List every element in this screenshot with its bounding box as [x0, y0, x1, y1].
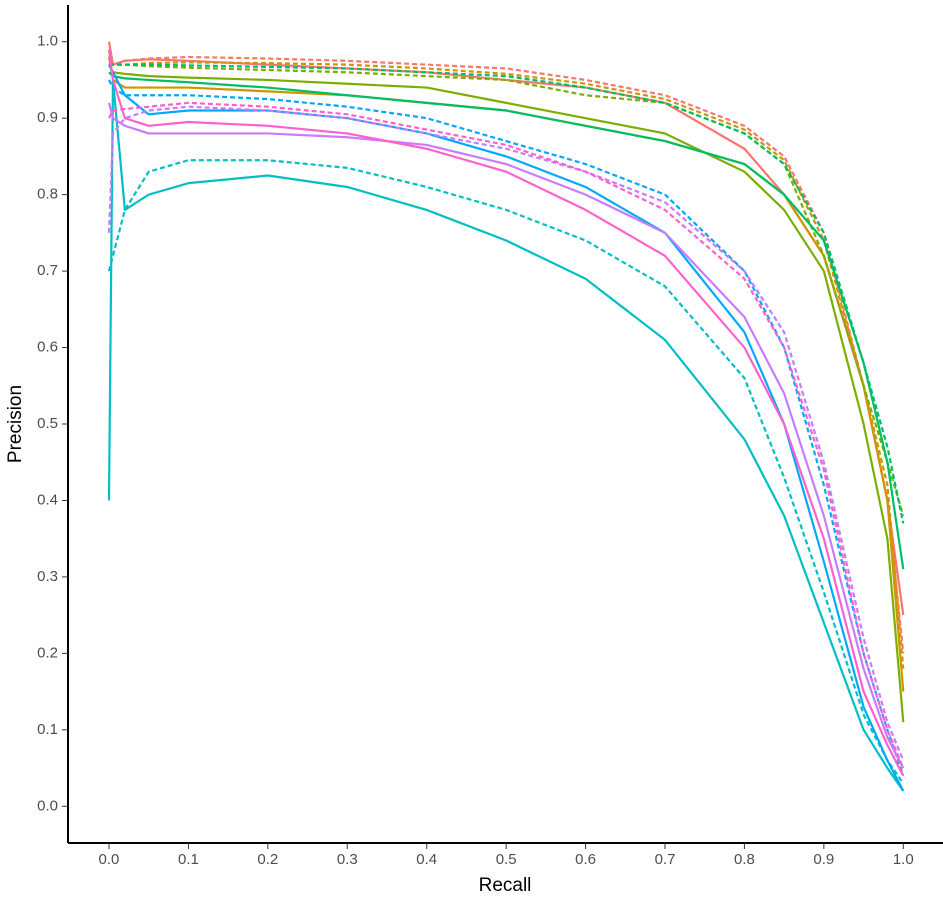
y-tick-label: 0.5	[37, 415, 58, 432]
y-tick-label: 0.2	[37, 644, 58, 661]
series-line	[108, 101, 905, 769]
series-line	[107, 78, 905, 792]
series-line	[108, 55, 905, 654]
y-tick-label: 0.0	[37, 797, 58, 814]
y-tick-label: 1.0	[37, 33, 58, 50]
x-tick-label: 0.5	[496, 851, 517, 868]
series-line	[107, 41, 905, 616]
series-line	[108, 79, 905, 777]
x-tick-label: 0.1	[178, 851, 199, 868]
series-line	[108, 71, 905, 570]
y-tick-label: 0.9	[37, 109, 58, 126]
series-line	[107, 105, 905, 761]
y-tick-label: 0.4	[37, 491, 58, 508]
x-tick-label: 0.4	[416, 851, 437, 868]
x-tick-label: 0.6	[575, 851, 596, 868]
x-tick-label: 1.0	[893, 851, 914, 868]
x-tick-label: 0.9	[813, 851, 834, 868]
series-line	[108, 63, 905, 517]
series-line	[108, 64, 905, 723]
y-tick-label: 0.6	[37, 339, 58, 356]
x-tick-label: 0.0	[99, 851, 120, 868]
series-line	[107, 56, 905, 692]
x-axis-title: Recall	[479, 875, 532, 896]
series-line	[108, 64, 905, 792]
series-line	[108, 61, 905, 669]
x-tick-label: 0.3	[337, 851, 358, 868]
y-tick-label: 0.7	[37, 262, 58, 279]
x-tick-label: 0.7	[655, 851, 676, 868]
series-line	[107, 102, 905, 769]
series-line	[107, 159, 905, 784]
series-line	[108, 63, 905, 524]
y-tick-label: 0.8	[37, 186, 58, 203]
series-line	[107, 49, 905, 777]
y-tick-label: 0.3	[37, 568, 58, 585]
y-tick-label: 0.1	[37, 721, 58, 738]
y-axis-title: Precision	[5, 385, 26, 463]
x-tick-label: 0.8	[734, 851, 755, 868]
x-tick-label: 0.2	[257, 851, 278, 868]
